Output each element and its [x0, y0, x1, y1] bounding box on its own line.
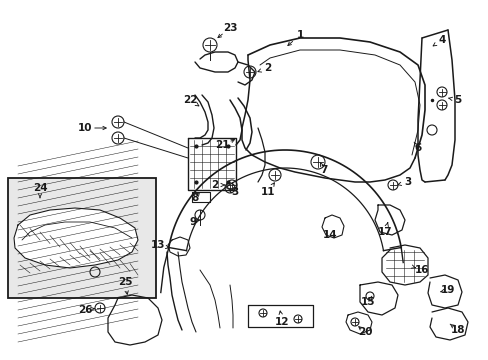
Text: 21: 21 — [214, 140, 229, 150]
Text: 15: 15 — [360, 297, 374, 307]
Polygon shape — [14, 208, 138, 268]
Text: 20: 20 — [357, 327, 371, 337]
Text: 23: 23 — [223, 23, 237, 33]
Text: 14: 14 — [322, 230, 337, 240]
Text: 18: 18 — [450, 325, 464, 335]
Text: 3: 3 — [231, 187, 238, 197]
Text: 2: 2 — [211, 180, 218, 190]
Text: 13: 13 — [150, 240, 165, 250]
Text: 10: 10 — [78, 123, 92, 133]
Text: 11: 11 — [260, 187, 275, 197]
Text: 19: 19 — [440, 285, 454, 295]
Bar — [8, 178, 156, 298]
Text: 4: 4 — [437, 35, 445, 45]
Text: 22: 22 — [183, 95, 197, 105]
Text: 12: 12 — [274, 317, 289, 327]
Text: 9: 9 — [189, 217, 196, 227]
Text: 6: 6 — [413, 143, 421, 153]
Text: 16: 16 — [414, 265, 428, 275]
Text: 26: 26 — [78, 305, 92, 315]
Text: 7: 7 — [320, 165, 327, 175]
Text: 8: 8 — [191, 193, 198, 203]
Text: 17: 17 — [377, 227, 391, 237]
Text: 24: 24 — [33, 183, 47, 193]
Text: 5: 5 — [453, 95, 461, 105]
Text: 1: 1 — [296, 30, 303, 40]
Text: 2: 2 — [264, 63, 271, 73]
Text: 25: 25 — [118, 277, 132, 287]
Text: 3: 3 — [404, 177, 411, 187]
